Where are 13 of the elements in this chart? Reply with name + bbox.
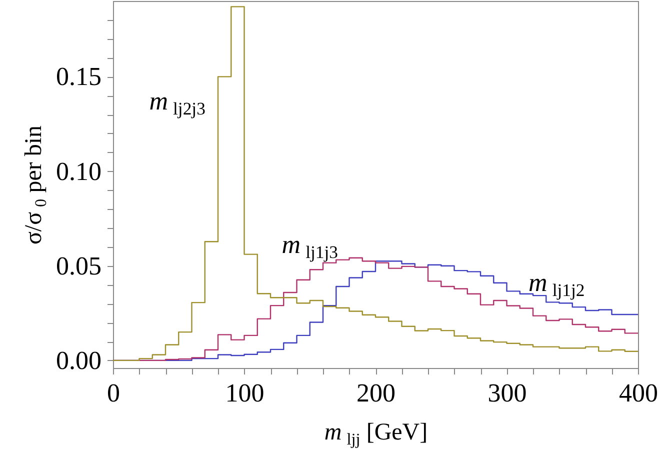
series-label: m$_{lj1j3}$ (282, 230, 338, 262)
series-label: m$_{lj1j2}$ (528, 268, 585, 300)
x-tick-label: 200 (356, 378, 396, 408)
y-tick-label: 0.00 (56, 346, 102, 375)
series-label: m$_{lj2j3}$ (149, 86, 206, 119)
x-axis-title: m$_{ljj}$ [GeV] (324, 420, 428, 448)
x-tick-label: 0 (107, 378, 120, 408)
x-tick-label: 300 (488, 378, 527, 408)
y-tick-label: 0.15 (56, 62, 102, 92)
x-tick-label: 400 (619, 378, 658, 408)
y-tick-label: 0.10 (56, 156, 102, 186)
y-tick-label: 0.05 (56, 251, 102, 280)
x-tick-label: 100 (225, 378, 264, 408)
